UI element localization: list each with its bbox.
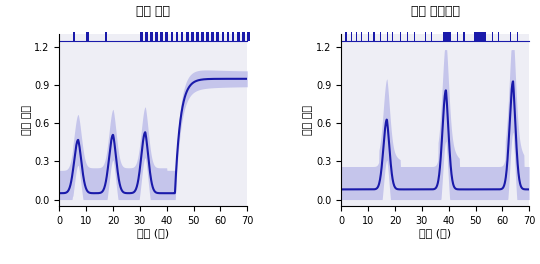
X-axis label: 시간 (초): 시간 (초) — [419, 228, 451, 238]
Y-axis label: 칼슘 신호: 칼슘 신호 — [303, 105, 313, 135]
X-axis label: 시간 (초): 시간 (초) — [137, 228, 170, 238]
Title: 빛의 강도: 빛의 강도 — [137, 5, 170, 18]
Title: 빛의 노출시간: 빛의 노출시간 — [411, 5, 460, 18]
Y-axis label: 칼슘 신호: 칼슘 신호 — [22, 105, 31, 135]
